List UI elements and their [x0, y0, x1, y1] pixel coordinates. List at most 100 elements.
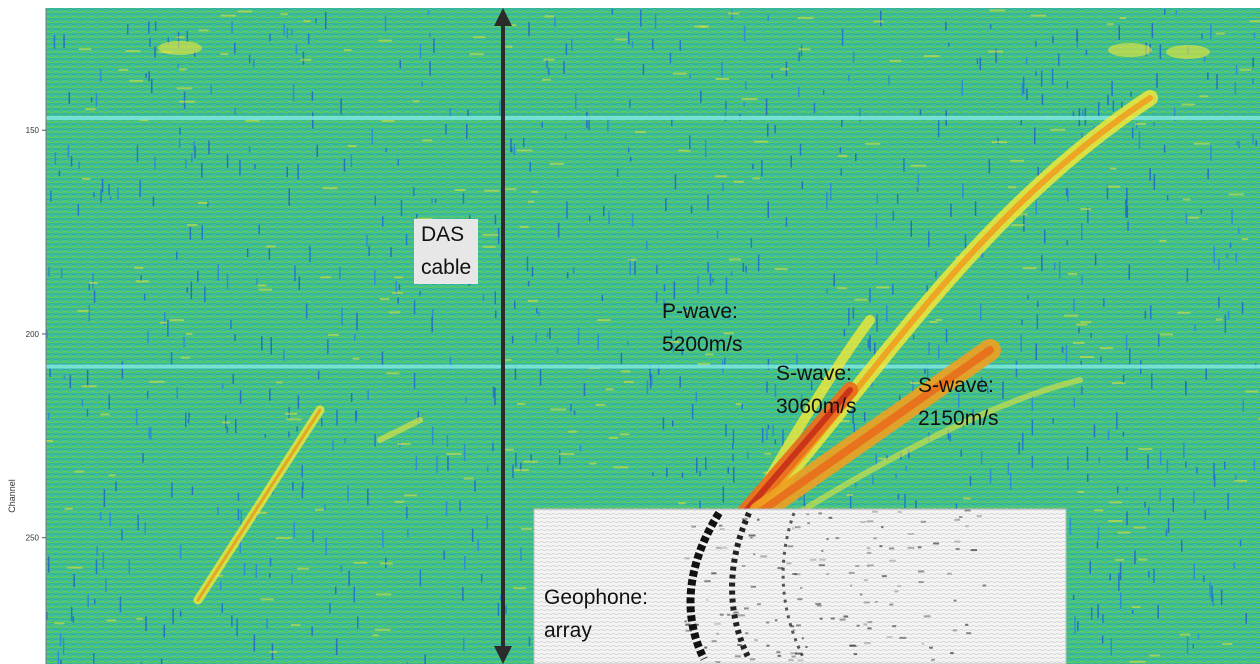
noise-speck: [1026, 88, 1028, 100]
noise-speck: [1213, 246, 1215, 263]
noise-speck: [962, 183, 964, 198]
noise-speck: [652, 39, 654, 50]
noise-yellow: [315, 508, 324, 511]
annotation-geophone-array: Geophone: array: [544, 582, 648, 647]
noise-speck: [494, 291, 496, 305]
noise-yellow: [1064, 314, 1079, 317]
noise-speck: [649, 373, 652, 389]
noise-speck: [148, 426, 150, 439]
noise-yellow: [300, 58, 312, 61]
noise-yellow: [678, 149, 691, 152]
noise-yellow: [1108, 520, 1123, 522]
noise-yellow: [797, 17, 814, 20]
noise-speck: [988, 159, 991, 174]
noise-speck: [344, 438, 346, 444]
noise-speck: [115, 481, 117, 492]
annotation-p-wave-line2: 5200m/s: [662, 332, 743, 356]
noise-speck: [757, 254, 760, 272]
noise-speck: [987, 386, 989, 394]
geophone-speck: [859, 593, 863, 596]
noise-yellow: [253, 511, 267, 514]
noise-speck: [707, 261, 709, 273]
noise-speck: [312, 529, 314, 543]
noise-speck: [400, 199, 403, 216]
noise-speck: [296, 426, 298, 432]
noise-speck: [239, 536, 241, 554]
noise-speck: [767, 15, 769, 22]
noise-speck: [849, 493, 852, 509]
noise-speck: [761, 159, 763, 177]
noise-speck: [1107, 430, 1110, 440]
geophone-speck: [753, 553, 756, 556]
noise-speck: [1066, 187, 1068, 197]
noise-speck: [1175, 10, 1177, 15]
noise-speck: [1067, 456, 1069, 471]
noise-speck: [53, 35, 56, 49]
noise-speck: [875, 453, 877, 466]
noise-speck: [186, 30, 189, 43]
noise-speck: [750, 238, 753, 248]
geophone-speck: [952, 629, 958, 632]
noise-speck: [397, 297, 399, 304]
geophone-speck: [843, 615, 849, 618]
noise-yellow: [527, 200, 534, 203]
noise-yellow: [1050, 128, 1066, 131]
noise-yellow: [286, 418, 302, 421]
noise-speck: [704, 139, 707, 158]
noise-speck: [432, 309, 434, 318]
noise-speck: [482, 293, 485, 301]
noise-speck: [1121, 101, 1123, 112]
geophone-speck: [965, 623, 969, 626]
geophone-speck: [787, 545, 794, 548]
noise-speck: [86, 369, 89, 387]
noise-speck: [341, 307, 343, 326]
noise-speck: [449, 108, 451, 117]
noise-speck: [1224, 315, 1227, 333]
noise-speck: [1093, 424, 1096, 438]
noise-speck: [1041, 254, 1043, 271]
noise-speck: [767, 359, 770, 370]
noise-yellow: [544, 15, 554, 18]
noise-yellow: [1138, 448, 1153, 450]
noise-speck: [559, 450, 561, 465]
noise-speck: [608, 211, 610, 224]
noise-speck: [1044, 229, 1046, 244]
noise-speck: [926, 364, 929, 380]
noise-speck: [937, 119, 940, 138]
noise-yellow: [635, 131, 646, 134]
noise-speck: [1052, 35, 1054, 44]
noise-speck: [935, 271, 937, 278]
noise-speck: [903, 158, 905, 172]
noise-speck: [248, 145, 251, 153]
noise-speck: [1144, 310, 1147, 319]
noise-speck: [672, 339, 675, 353]
geophone-speck: [711, 572, 717, 575]
noise-yellow: [764, 452, 771, 455]
noise-speck: [1015, 360, 1018, 378]
noise-yellow: [473, 36, 486, 39]
geophone-speck: [864, 642, 871, 645]
noise-yellow: [484, 189, 500, 192]
noise-speck: [924, 366, 926, 374]
noise-speck: [1213, 474, 1216, 488]
geophone-third-arrival: [781, 512, 806, 660]
noise-speck: [928, 342, 930, 356]
noise-speck: [466, 123, 468, 139]
noise-speck: [1076, 29, 1078, 42]
noise-speck: [1122, 431, 1125, 437]
annotation-geophone-line2: array: [544, 618, 592, 642]
noise-speck: [699, 470, 701, 477]
noise-yellow: [322, 187, 338, 190]
noise-speck: [60, 268, 63, 279]
noise-speck: [327, 339, 329, 354]
noise-yellow: [74, 470, 84, 473]
noise-speck: [1231, 209, 1233, 225]
noise-speck: [679, 376, 681, 388]
noise-speck: [798, 86, 800, 98]
noise-speck: [679, 40, 681, 51]
geophone-speck: [792, 573, 798, 575]
noise-speck: [1129, 348, 1131, 365]
noise-yellow: [935, 318, 943, 321]
noise-speck: [1020, 334, 1022, 352]
noise-speck: [1172, 497, 1174, 512]
